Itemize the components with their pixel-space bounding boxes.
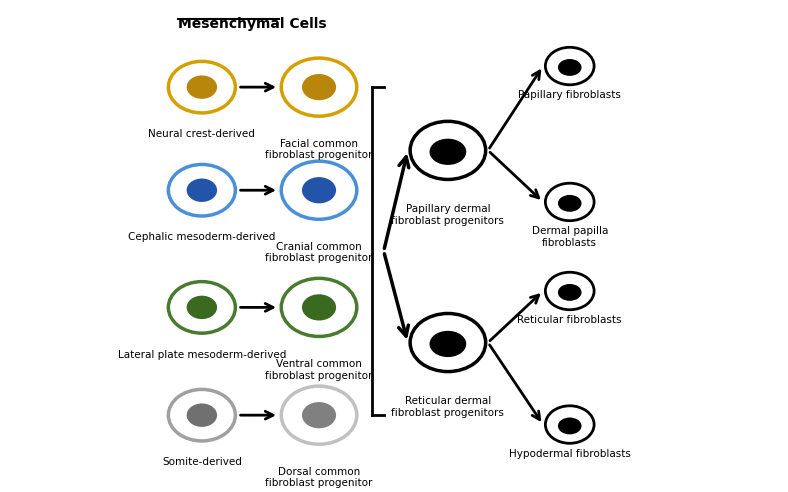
Ellipse shape — [187, 179, 217, 202]
Text: Facial common
fibroblast progenitor: Facial common fibroblast progenitor — [266, 139, 373, 160]
Ellipse shape — [169, 281, 236, 333]
Ellipse shape — [187, 75, 217, 99]
Ellipse shape — [558, 284, 582, 301]
Ellipse shape — [545, 272, 594, 310]
Text: Reticular fibroblasts: Reticular fibroblasts — [518, 315, 622, 325]
Text: Mesenchymal Cells: Mesenchymal Cells — [178, 17, 327, 31]
Ellipse shape — [558, 59, 582, 76]
Ellipse shape — [545, 47, 594, 85]
Ellipse shape — [545, 183, 594, 221]
Ellipse shape — [302, 294, 336, 320]
Ellipse shape — [429, 139, 466, 165]
Text: Hypodermal fibroblasts: Hypodermal fibroblasts — [509, 449, 630, 459]
Text: Neural crest-derived: Neural crest-derived — [148, 129, 255, 139]
Text: Somite-derived: Somite-derived — [162, 458, 242, 467]
Ellipse shape — [410, 122, 485, 180]
Ellipse shape — [169, 164, 236, 216]
Text: Papillary dermal
fibroblast progenitors: Papillary dermal fibroblast progenitors — [392, 204, 504, 226]
Ellipse shape — [410, 313, 485, 371]
Ellipse shape — [302, 177, 336, 203]
Ellipse shape — [169, 62, 236, 113]
Ellipse shape — [302, 74, 336, 100]
Ellipse shape — [558, 418, 582, 434]
Text: Papillary fibroblasts: Papillary fibroblasts — [519, 91, 621, 100]
Text: Lateral plate mesoderm-derived: Lateral plate mesoderm-derived — [117, 350, 286, 360]
Text: Reticular dermal
fibroblast progenitors: Reticular dermal fibroblast progenitors — [392, 397, 504, 418]
Text: Cephalic mesoderm-derived: Cephalic mesoderm-derived — [128, 232, 276, 243]
Text: Cranial common
fibroblast progenitor: Cranial common fibroblast progenitor — [266, 242, 373, 263]
Text: Ventral common
fibroblast progenitor: Ventral common fibroblast progenitor — [266, 359, 373, 380]
Ellipse shape — [281, 386, 357, 444]
Ellipse shape — [558, 195, 582, 212]
Text: Dermal papilla
fibroblasts: Dermal papilla fibroblasts — [532, 226, 608, 248]
Ellipse shape — [281, 161, 357, 219]
Ellipse shape — [187, 296, 217, 319]
Ellipse shape — [281, 278, 357, 337]
Ellipse shape — [302, 402, 336, 429]
Ellipse shape — [169, 389, 236, 441]
Ellipse shape — [429, 331, 466, 357]
Ellipse shape — [281, 58, 357, 116]
Ellipse shape — [187, 403, 217, 427]
Ellipse shape — [545, 406, 594, 443]
Text: Dorsal common
fibroblast progenitor: Dorsal common fibroblast progenitor — [266, 467, 373, 489]
